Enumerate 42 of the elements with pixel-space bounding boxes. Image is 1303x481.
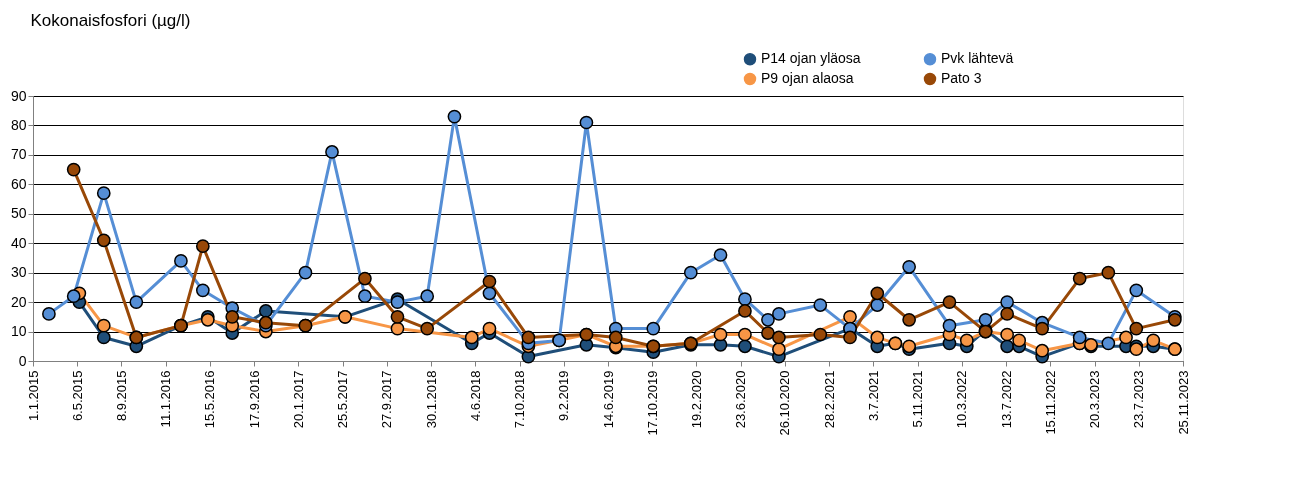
legend-label: P9 ojan alaosa — [761, 70, 854, 86]
x-tick-label: 9.2.2019 — [556, 370, 572, 422]
y-tick-label: 0 — [18, 352, 27, 369]
y-tick-label: 20 — [10, 293, 27, 310]
x-tick-label: 7.10.2018 — [512, 370, 528, 429]
legend-label: P14 ojan yläosa — [761, 50, 861, 67]
y-tick-label: 10 — [10, 323, 27, 340]
x-tick-label: 4.6.2018 — [467, 370, 483, 422]
y-tick-label: 30 — [10, 264, 27, 281]
x-tick-label: 28.2.2021 — [821, 370, 837, 429]
x-tick-label: 15.5.2016 — [202, 370, 218, 429]
y-tick-label: 80 — [10, 116, 27, 133]
x-tick-label: 1.1.2015 — [25, 370, 41, 422]
x-tick-label: 26.10.2020 — [777, 370, 793, 436]
y-tick-label: 50 — [10, 205, 27, 222]
x-tick-label: 23.6.2020 — [733, 370, 749, 429]
legend-label: Pvk lähtevä — [941, 50, 1014, 67]
y-tick-label: 40 — [10, 234, 27, 251]
x-tick-label: 17.10.2019 — [644, 370, 660, 436]
x-tick-label: 19.2.2020 — [688, 370, 704, 429]
x-tick-label: 14.6.2019 — [600, 370, 616, 429]
x-tick-label: 3.7.2021 — [865, 370, 881, 422]
x-tick-label: 13.7.2022 — [998, 370, 1014, 429]
y-tick-label: 70 — [10, 146, 27, 163]
y-tick-label: 90 — [10, 87, 27, 104]
x-tick-label: 25.11.2023 — [1175, 370, 1191, 435]
x-tick-label: 15.11.2022 — [1042, 370, 1058, 435]
x-tick-label: 25.5.2017 — [335, 370, 351, 429]
x-tick-label: 20.3.2023 — [1087, 370, 1103, 429]
chart-title: Kokonaisfosfori (µg/l) — [30, 11, 191, 30]
x-tick-label: 23.7.2023 — [1131, 370, 1147, 429]
x-tick-label: 8.9.2015 — [113, 370, 129, 422]
x-tick-label: 30.1.2018 — [423, 370, 439, 429]
legend-label: Pato 3 — [941, 70, 982, 86]
x-tick-label: 5.11.2021 — [910, 370, 926, 428]
x-tick-label: 10.3.2022 — [954, 370, 970, 429]
x-tick-label: 6.5.2015 — [69, 370, 85, 422]
y-tick-label: 60 — [10, 175, 27, 192]
x-tick-label: 11.1.2016 — [158, 370, 174, 428]
x-tick-label: 17.9.2016 — [246, 370, 262, 429]
x-tick-label: 20.1.2017 — [290, 370, 306, 429]
x-tick-label: 27.9.2017 — [379, 370, 395, 429]
